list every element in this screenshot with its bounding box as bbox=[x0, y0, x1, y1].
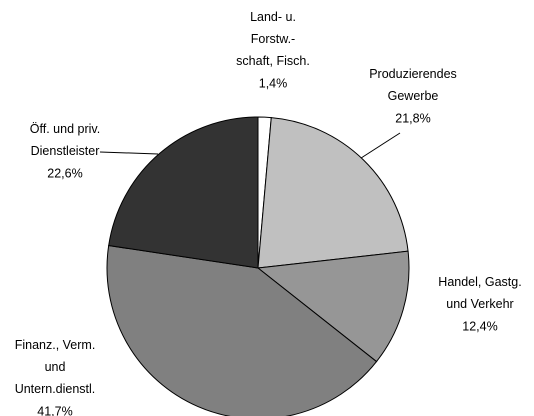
value-label: 41,7% bbox=[37, 404, 72, 416]
label-line: Handel, Gastg. bbox=[438, 275, 521, 289]
category-label: Öff. und priv. Dienstleister bbox=[30, 122, 100, 158]
category-label: Handel, Gastg. und Verkehr bbox=[438, 275, 521, 311]
value-label: 21,8% bbox=[395, 111, 430, 125]
value-label: 1,4% bbox=[259, 76, 288, 90]
label-line: Forstw.- bbox=[251, 32, 295, 46]
label-line: Dienstleister bbox=[31, 144, 100, 158]
label-line: Finanz., Verm. bbox=[15, 338, 96, 352]
pie-slice bbox=[256, 250, 410, 363]
category-label: Finanz., Verm. und Untern.dienstl. bbox=[15, 338, 96, 396]
leader-line bbox=[99, 151, 159, 155]
label-line: Produzierendes bbox=[369, 67, 457, 81]
category-label: Produzierendes Gewerbe bbox=[369, 67, 457, 103]
pie-slice bbox=[106, 244, 378, 416]
label-line: und Verkehr bbox=[446, 297, 513, 311]
label-line: schaft, Fisch. bbox=[236, 54, 310, 68]
label-line: Untern.dienstl. bbox=[15, 382, 96, 396]
label-line: und bbox=[45, 360, 66, 374]
value-label: 22,6% bbox=[47, 166, 82, 180]
label-line: Land- u. bbox=[250, 10, 296, 24]
pie-slice bbox=[257, 117, 409, 269]
label-line: Öff. und priv. bbox=[30, 122, 100, 136]
label-line: Gewerbe bbox=[388, 89, 439, 103]
value-label: 12,4% bbox=[462, 319, 497, 333]
leader-line bbox=[357, 132, 401, 161]
category-label: Land- u. Forstw.- schaft, Fisch. bbox=[236, 10, 310, 68]
pie-slice bbox=[108, 116, 259, 269]
